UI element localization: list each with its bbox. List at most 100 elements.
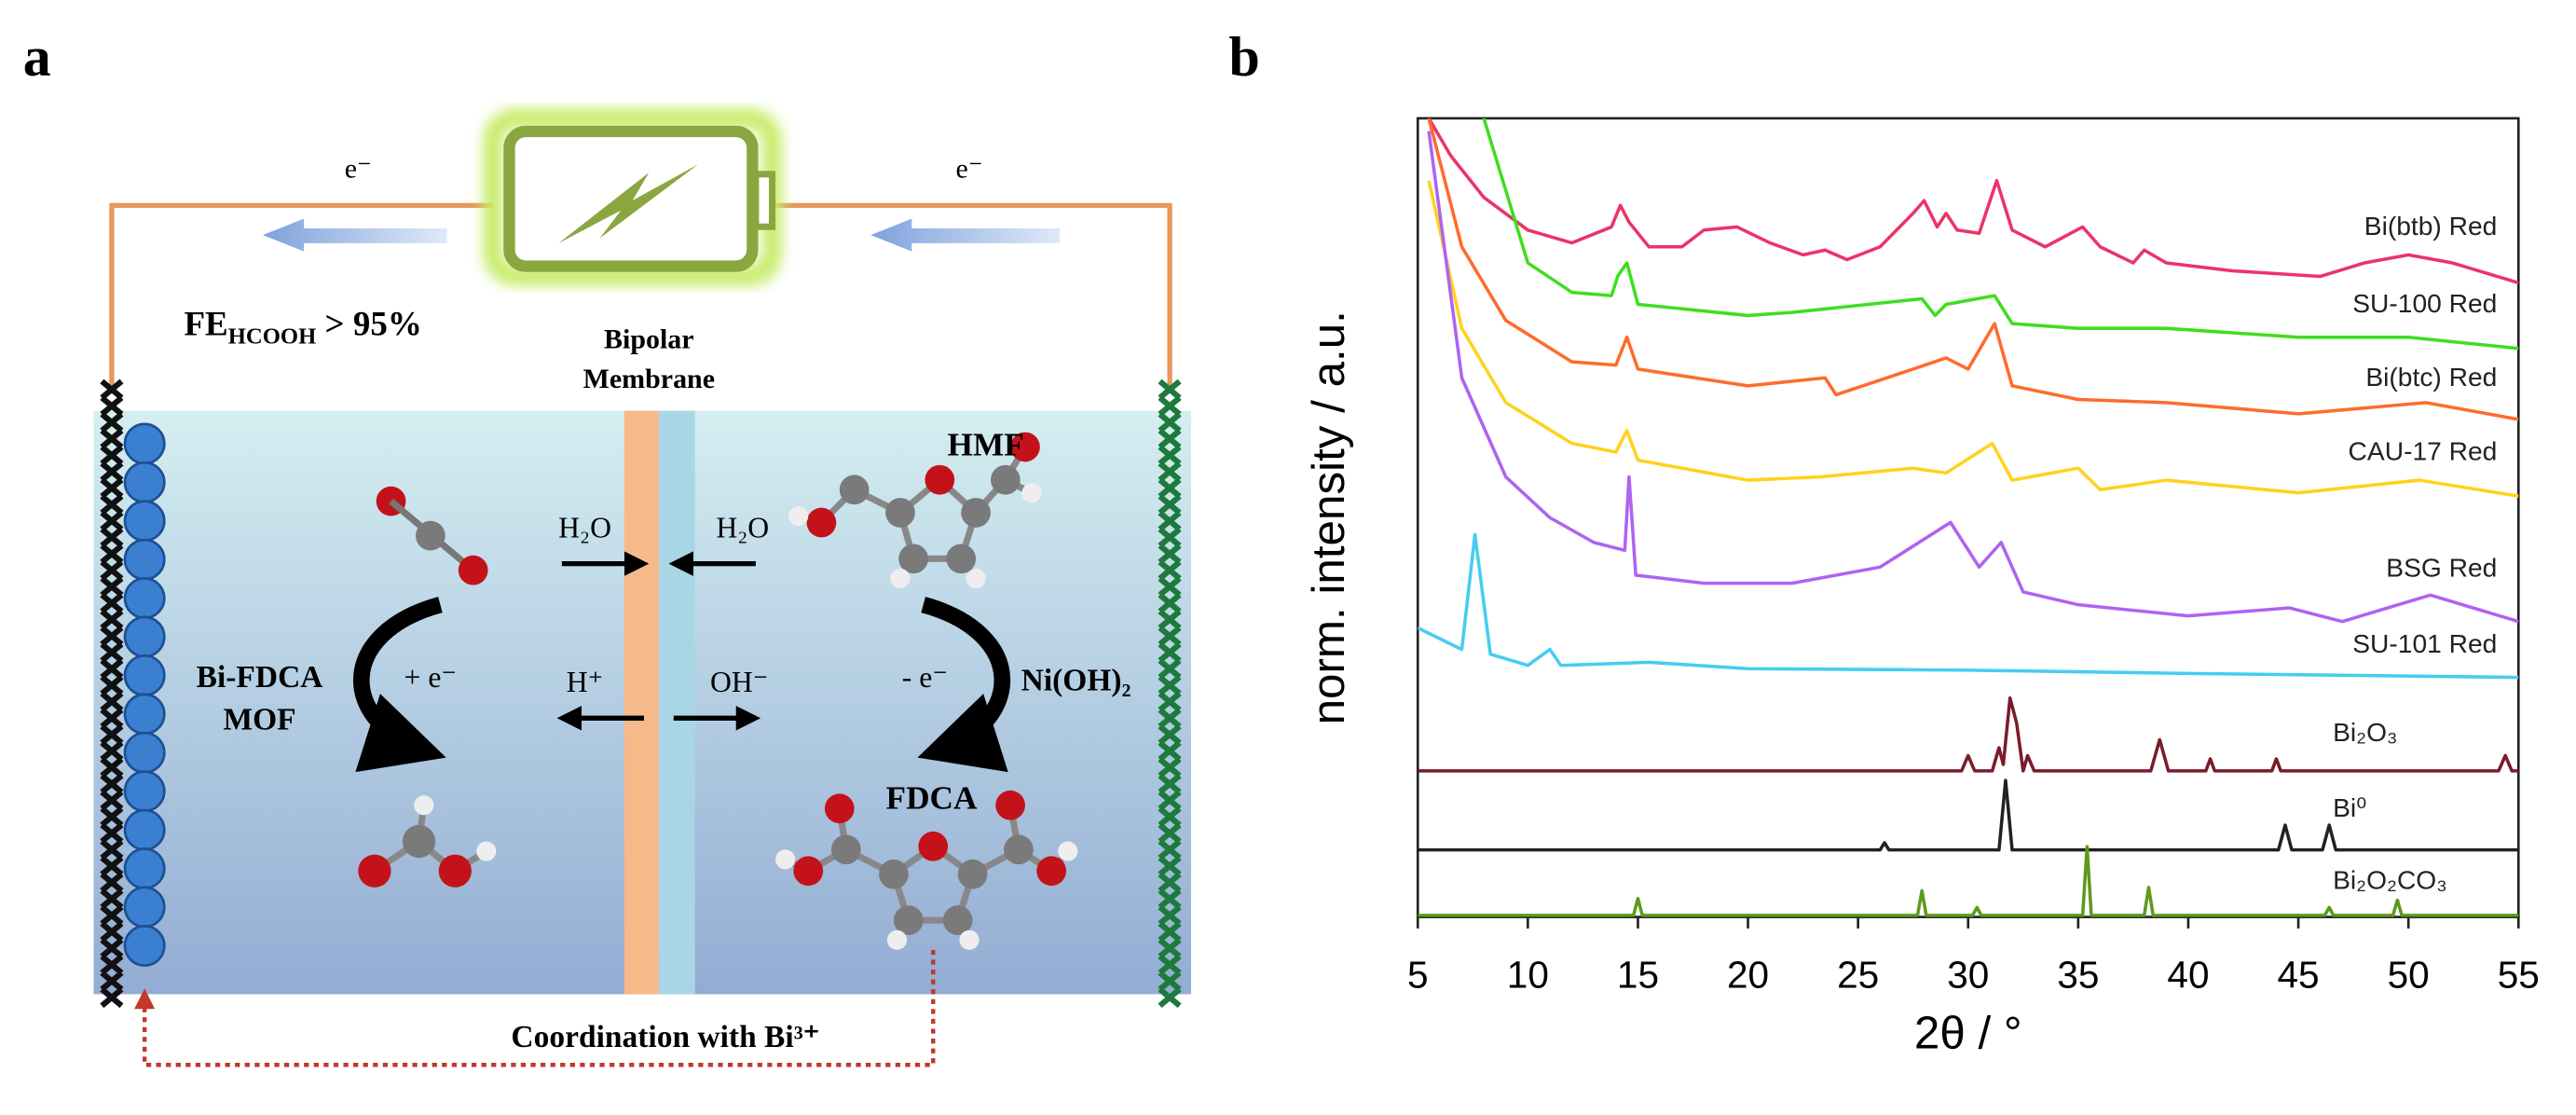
fe-rest: > 95% [316, 306, 422, 344]
atom [995, 790, 1025, 820]
chain [1158, 379, 1182, 1009]
bolt [558, 164, 699, 243]
electron-label: e⁻ [955, 153, 982, 184]
atom [1036, 856, 1067, 887]
panel-b: b 2θ / ° norm. intensity / a.u. 5 10 15 20 2… [1229, 26, 2540, 1059]
membrane-cation [623, 410, 659, 995]
atom [788, 505, 809, 527]
atom [885, 498, 915, 528]
atom-o [438, 854, 472, 888]
reduction-arrow [353, 597, 446, 773]
atom [824, 793, 855, 824]
atom-h [476, 841, 497, 861]
atom [879, 859, 909, 889]
anode-label: Ni(OH)₂ [1021, 663, 1131, 697]
series-line [1418, 696, 2519, 773]
proton-label: H⁺ [567, 666, 604, 698]
sphere [123, 422, 166, 465]
membrane-label: Bipolar [604, 324, 694, 355]
fe-sub: HCOOH [228, 323, 317, 349]
series-line [1427, 131, 2519, 624]
reduction-label: + e⁻ [404, 661, 458, 694]
sphere [123, 924, 166, 967]
x-tick-label: 5 [1407, 953, 1429, 996]
water-label: H₂O [716, 511, 769, 544]
coordination-path [134, 949, 936, 1067]
sphere [123, 731, 166, 774]
series-label: Bi(btc) Red [2365, 362, 2497, 392]
fdca-atoms [775, 790, 1078, 950]
series-label: Bi(btb) Red [2364, 211, 2498, 241]
coordination-label: Coordination with Bi³⁺ [511, 1020, 819, 1054]
series-line [1482, 117, 2519, 351]
series-line [1427, 117, 2519, 285]
series-label: SU-101 Red [2352, 628, 2497, 658]
atom [793, 856, 824, 887]
sphere [123, 461, 166, 503]
series-label: CAU-17 Red [2349, 436, 2498, 466]
y-axis-label: norm. intensity / a.u. [1303, 310, 1354, 724]
hydroxide-label: OH⁻ [710, 666, 769, 698]
atom [918, 831, 949, 861]
series-label: Bi₂O₃ [2333, 717, 2397, 747]
electron-arrow [263, 218, 447, 252]
x-tick-label: 55 [2498, 953, 2540, 996]
electron-label: e⁻ [345, 153, 372, 184]
atom-c [402, 824, 436, 859]
atom [893, 905, 924, 935]
series-line [1427, 117, 2519, 421]
atom [946, 544, 977, 574]
atom [839, 475, 870, 505]
membrane-label: Membrane [583, 364, 715, 394]
panel-letter: a [23, 26, 51, 88]
atom-o [358, 854, 391, 888]
atom [1021, 483, 1042, 503]
x-tick-label: 25 [1837, 953, 1879, 996]
series-label: Bi⁰ [2333, 792, 2366, 822]
sphere [123, 847, 166, 890]
panel-letter: b [1229, 26, 1260, 88]
sphere [123, 615, 166, 658]
battery-cap [752, 171, 776, 230]
atom [806, 507, 837, 538]
x-tick-label: 10 [1507, 953, 1549, 996]
x-tick-label: 45 [2278, 953, 2320, 996]
series-label: Bi₂O₂CO₃ [2333, 865, 2447, 895]
cathode-spheres [123, 422, 166, 967]
atom [961, 498, 991, 528]
atom [990, 464, 1021, 495]
atom [1010, 432, 1040, 462]
x-tick-label: 35 [2057, 953, 2099, 996]
atom [1058, 841, 1078, 861]
oxidation-arrow [917, 597, 1011, 773]
atom [1004, 834, 1034, 865]
fe-label: FEHCOOH > 95% [184, 306, 421, 350]
membrane-anion [658, 410, 695, 995]
atom [775, 849, 796, 870]
atom [959, 929, 980, 950]
atom [890, 568, 911, 589]
series-line [1418, 532, 2519, 680]
panel-a: a e⁻ e⁻ FEHCOOH > 95% Bipolar Membrane [23, 26, 1192, 1067]
chain [100, 379, 124, 1009]
atom-o [458, 555, 488, 585]
sphere [123, 886, 166, 929]
x-tick-label: 15 [1617, 953, 1659, 996]
sphere [123, 770, 166, 813]
water-label: H₂O [558, 511, 611, 544]
wire [772, 202, 1172, 387]
x-axis-label: 2θ / ° [1914, 1008, 2022, 1059]
fdca-label: FDCA [886, 779, 978, 816]
x-tick-label: 50 [2388, 953, 2430, 996]
wire [109, 202, 493, 387]
series-label: SU-100 Red [2352, 288, 2497, 318]
sphere [123, 693, 166, 736]
atom-h [414, 795, 434, 816]
cathode-chain [100, 379, 124, 1009]
sphere [123, 500, 166, 543]
anode-chain [1158, 379, 1182, 1009]
atom [830, 834, 861, 865]
x-tick-label: 20 [1727, 953, 1769, 996]
sphere [123, 808, 166, 851]
